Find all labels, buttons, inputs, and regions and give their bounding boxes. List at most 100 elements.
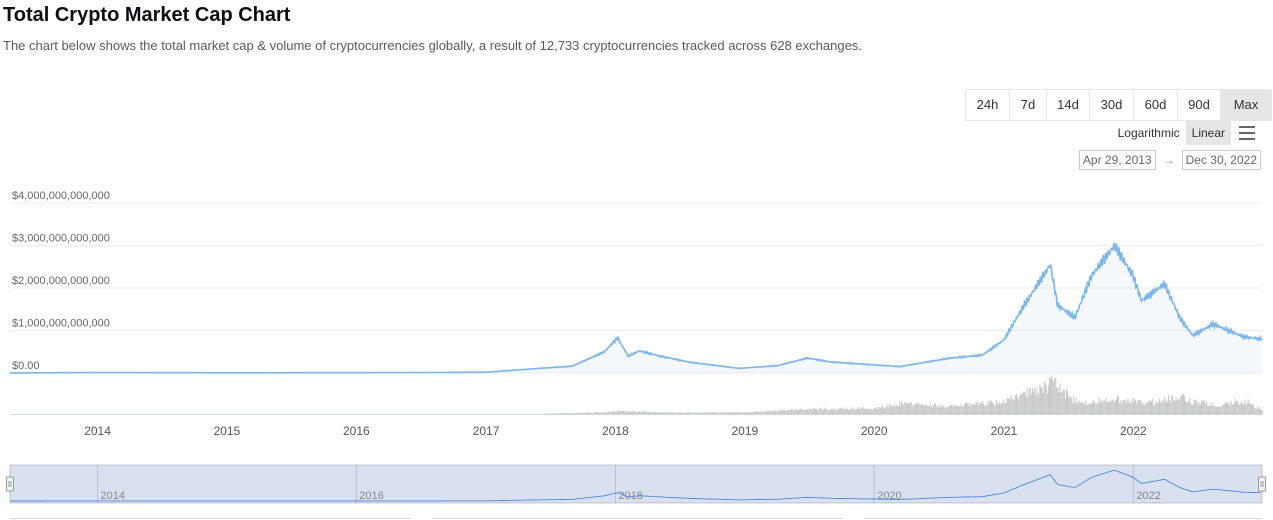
volume-bar xyxy=(1256,408,1258,414)
volume-bar xyxy=(903,404,905,414)
volume-bar xyxy=(668,412,670,414)
volume-bar xyxy=(844,408,846,414)
hamburger-menu-icon[interactable] xyxy=(1239,126,1255,140)
volume-bar xyxy=(1216,406,1218,414)
date-to-input[interactable]: Dec 30, 2022 xyxy=(1181,150,1261,170)
y-tick-label: $3,000,000,000,000 xyxy=(12,233,110,245)
volume-bar xyxy=(706,412,708,414)
volume-bar xyxy=(978,403,980,414)
navigator[interactable]: 2014 2016 2018 2020 2022 xyxy=(6,464,1266,519)
volume-bar xyxy=(1241,401,1243,414)
navigator-handle-left[interactable] xyxy=(6,476,14,492)
volume-bar xyxy=(784,409,786,414)
volume-bar xyxy=(570,413,572,414)
navigator-mask xyxy=(9,464,1263,504)
logarithmic-toggle[interactable]: Logarithmic xyxy=(1117,126,1180,140)
range-button-24h[interactable]: 24h xyxy=(966,90,1010,120)
volume-bar xyxy=(760,410,762,414)
volume-bar xyxy=(746,412,748,414)
volume-bar xyxy=(1092,400,1094,414)
range-button-7d[interactable]: 7d xyxy=(1010,90,1047,120)
volume-bar xyxy=(1131,398,1133,414)
volume-bar xyxy=(1192,405,1194,414)
volume-bar xyxy=(1187,402,1189,414)
volume-bar xyxy=(609,411,611,414)
volume-bar xyxy=(671,412,673,414)
volume-bar xyxy=(789,410,791,414)
navigator-series-line xyxy=(10,469,1261,502)
volume-bar xyxy=(1078,401,1080,414)
volume-bar xyxy=(1219,406,1221,414)
volume-bar xyxy=(578,412,580,414)
volume-bar xyxy=(666,412,668,414)
volume-bar xyxy=(869,408,871,414)
volume-bar xyxy=(1060,392,1062,414)
volume-bar xyxy=(935,403,937,414)
volume-bar xyxy=(922,405,924,414)
volume-bar xyxy=(790,409,792,414)
volume-bar xyxy=(974,404,976,414)
volume-bar xyxy=(1110,400,1112,414)
volume-bar xyxy=(853,407,855,414)
volume-bar xyxy=(1056,387,1058,414)
volume-bar xyxy=(762,412,764,414)
volume-bar xyxy=(717,412,719,414)
volume-bar xyxy=(572,413,574,414)
volume-bar xyxy=(900,406,902,414)
volume-bar xyxy=(1138,400,1140,414)
volume-bar xyxy=(1246,402,1248,414)
volume-bar xyxy=(1191,404,1193,414)
volume-bar xyxy=(1198,402,1200,414)
volume-bar xyxy=(669,412,671,414)
volume-bar xyxy=(1188,400,1190,414)
range-button-90d[interactable]: 90d xyxy=(1178,90,1221,120)
navigator-handle-right[interactable] xyxy=(1258,476,1266,492)
volume-bar xyxy=(885,407,887,414)
volume-bar xyxy=(942,405,944,414)
volume-bar xyxy=(1220,406,1222,414)
range-button-max[interactable]: Max xyxy=(1221,90,1271,120)
volume-bar xyxy=(966,402,968,414)
volume-bar xyxy=(988,403,990,414)
volume-bar xyxy=(912,406,914,414)
volume-bar xyxy=(958,406,960,414)
volume-bar xyxy=(1177,398,1179,414)
volume-bar xyxy=(963,404,965,414)
volume-bar xyxy=(989,400,991,414)
volume-bar xyxy=(1259,407,1261,414)
volume-bar xyxy=(854,410,856,414)
volume-bar xyxy=(1139,400,1141,414)
volume-bar xyxy=(816,408,818,414)
volume-bar xyxy=(603,412,605,414)
volume-bar xyxy=(861,408,863,414)
volume-bar xyxy=(980,404,982,414)
volume-bar xyxy=(1115,399,1117,414)
volume-bar xyxy=(1009,398,1011,414)
range-button-60d[interactable]: 60d xyxy=(1134,90,1178,120)
range-button-30d[interactable]: 30d xyxy=(1090,90,1134,120)
volume-bar xyxy=(1125,402,1127,414)
volume-bar xyxy=(1145,403,1147,414)
volume-bar xyxy=(998,402,1000,414)
range-button-14d[interactable]: 14d xyxy=(1047,90,1090,120)
volume-bar xyxy=(800,408,802,414)
linear-toggle[interactable]: Linear xyxy=(1185,121,1231,145)
volume-bar xyxy=(1064,398,1066,414)
volume-bar xyxy=(1260,410,1262,414)
volume-bar xyxy=(1255,408,1257,414)
volume-bar xyxy=(1004,403,1006,414)
volume-bar xyxy=(839,407,841,414)
volume-bar xyxy=(1203,400,1205,414)
volume-bar xyxy=(852,409,854,414)
volume-bar xyxy=(1080,403,1082,414)
volume-bar xyxy=(610,412,612,414)
volume-bar xyxy=(1010,394,1012,414)
volume-bar xyxy=(1233,402,1235,414)
volume-bar xyxy=(1117,395,1119,414)
volume-bar xyxy=(944,407,946,414)
volume-bar xyxy=(739,412,741,414)
volume-bar xyxy=(952,406,954,414)
volume-bar xyxy=(859,408,861,414)
volume-bar xyxy=(1013,399,1015,414)
date-from-input[interactable]: Apr 29, 2013 xyxy=(1078,150,1156,170)
